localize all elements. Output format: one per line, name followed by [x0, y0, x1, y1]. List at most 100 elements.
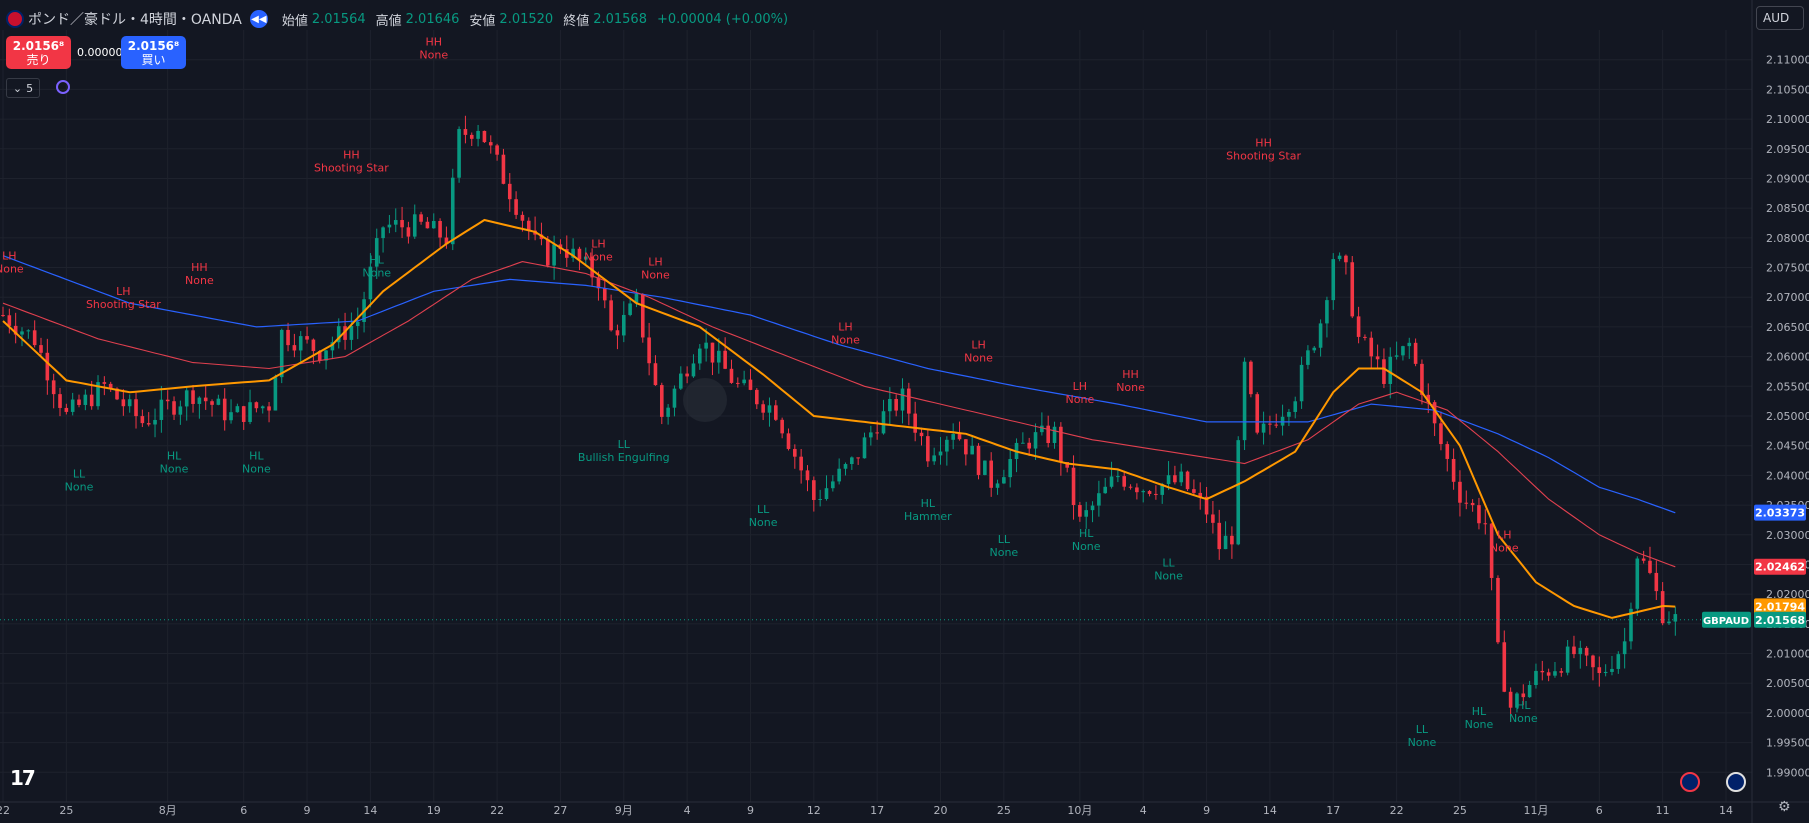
- time-tick-label: 9: [1203, 804, 1210, 817]
- indicator-toggle[interactable]: ⌄ 5: [6, 78, 40, 98]
- candle-body: [1109, 476, 1114, 487]
- candle-body: [640, 293, 645, 338]
- candle-body: [172, 401, 176, 415]
- candle-body: [919, 432, 924, 437]
- candle-body: [957, 434, 962, 440]
- currency-select[interactable]: AUD: [1756, 6, 1804, 30]
- candle-body: [1451, 458, 1456, 482]
- candle-body: [1021, 442, 1025, 444]
- candle-body: [70, 399, 75, 412]
- symbol-title[interactable]: ポンド／豪ドル・4時間・OANDA: [28, 12, 242, 28]
- candle-body: [824, 488, 829, 500]
- candle-body: [32, 330, 37, 346]
- pivot-label-pattern: None: [1072, 540, 1101, 553]
- candle-body: [1249, 361, 1253, 395]
- close-label: 終値: [563, 13, 590, 29]
- price-label-text: 2.01568: [1755, 614, 1805, 627]
- candle-body: [1654, 572, 1659, 592]
- candle-body: [1439, 423, 1443, 445]
- candle-body: [1565, 646, 1570, 673]
- candle-body: [1401, 346, 1405, 356]
- candle-body: [349, 325, 354, 340]
- gear-icon[interactable]: ⚙: [1778, 799, 1791, 815]
- sell-button[interactable]: 2.0156⁸ 売り: [6, 36, 71, 69]
- pivot-label-type: HL: [1079, 527, 1094, 540]
- candle-body: [501, 154, 506, 184]
- time-tick-label: 6: [240, 804, 247, 817]
- price-tick-label: 2.11000: [1766, 54, 1809, 67]
- time-tick-label: 14: [1263, 804, 1277, 817]
- candle-body: [330, 342, 335, 351]
- candle-body: [1166, 475, 1171, 485]
- pivot-label-pattern: None: [1490, 541, 1519, 554]
- pivot-label-type: LH: [2, 249, 16, 262]
- pivot-label-pattern: None: [1116, 381, 1145, 394]
- candle-body: [698, 348, 702, 364]
- pivot-label-type: HH: [343, 148, 360, 161]
- candle-body: [1052, 426, 1057, 444]
- candle-body: [216, 398, 221, 405]
- indicator-count: 5: [26, 81, 34, 95]
- candle-body: [1236, 440, 1241, 545]
- time-tick-label: 25: [1453, 804, 1467, 817]
- candle-body: [1540, 670, 1545, 673]
- candle-body: [1622, 641, 1627, 655]
- candle-body: [412, 214, 417, 237]
- candle-body: [634, 293, 639, 304]
- candle-body: [1610, 668, 1614, 672]
- high-value: 2.01646: [405, 11, 460, 27]
- candle-body: [628, 303, 632, 315]
- buy-button[interactable]: 2.0156⁸ 買い: [121, 36, 186, 69]
- candle-body: [799, 456, 803, 471]
- time-tick-label: 19: [427, 804, 441, 817]
- time-axis[interactable]: 22 25 8月 6 9 14 19 22 27 9月 4 9 12 17 20 25 10月 4 9 14 17 22 2…: [0, 804, 1733, 817]
- tradingview-logo-icon[interactable]: 17: [10, 766, 36, 790]
- candle-body: [710, 342, 715, 363]
- candle-body: [210, 401, 214, 405]
- candle-body: [596, 277, 601, 289]
- time-tick-label: 9月: [615, 804, 633, 817]
- candle-body: [1344, 255, 1348, 263]
- time-tick-label: 14: [1719, 804, 1733, 817]
- candle-body: [900, 388, 905, 411]
- pivot-label-pattern: Shooting Star: [314, 161, 389, 174]
- candle-body: [1572, 646, 1576, 655]
- candle-body: [102, 382, 107, 384]
- price-label-text: 2.01794: [1755, 600, 1805, 613]
- price-tick-label: 2.05000: [1766, 410, 1809, 423]
- candle-body: [970, 445, 974, 455]
- candle-body: [115, 388, 119, 400]
- candle-body: [425, 221, 430, 229]
- price-axis[interactable]: 2.11000 2.10500 2.10000 2.09500 2.09000 2.085…: [1766, 54, 1809, 780]
- au-flag-icon[interactable]: [1680, 772, 1700, 792]
- time-tick-label: 17: [870, 804, 884, 817]
- pivot-label-type: HL: [249, 450, 264, 463]
- time-tick-label: 17: [1326, 804, 1340, 817]
- candle-body: [1179, 471, 1184, 483]
- candle-body: [127, 399, 132, 407]
- candle-body: [64, 407, 69, 412]
- candle-body: [1496, 577, 1500, 643]
- candle-body: [666, 407, 670, 417]
- uk-flag-icon[interactable]: [1726, 772, 1746, 792]
- candle-body: [343, 326, 347, 340]
- currency-value: AUD: [1763, 11, 1790, 25]
- candle-body: [945, 439, 949, 452]
- price-tick-label: 2.09000: [1766, 172, 1809, 185]
- candle-body: [1325, 300, 1329, 324]
- candle-body: [1426, 394, 1431, 403]
- candle-body: [1489, 523, 1494, 578]
- pivot-label-pattern: None: [641, 268, 670, 281]
- candle-body: [7, 315, 12, 326]
- time-tick-label: 12: [807, 804, 821, 817]
- candle-body: [178, 406, 183, 415]
- pivot-label-pattern: None: [990, 546, 1019, 559]
- candle-body: [964, 439, 968, 455]
- candle-body: [577, 248, 582, 260]
- candle-body: [324, 350, 328, 361]
- pivot-label-pattern: None: [1154, 570, 1183, 583]
- replay-icon[interactable]: ◀◀: [249, 10, 268, 28]
- candle-body: [1629, 608, 1633, 642]
- candle-body: [653, 363, 658, 386]
